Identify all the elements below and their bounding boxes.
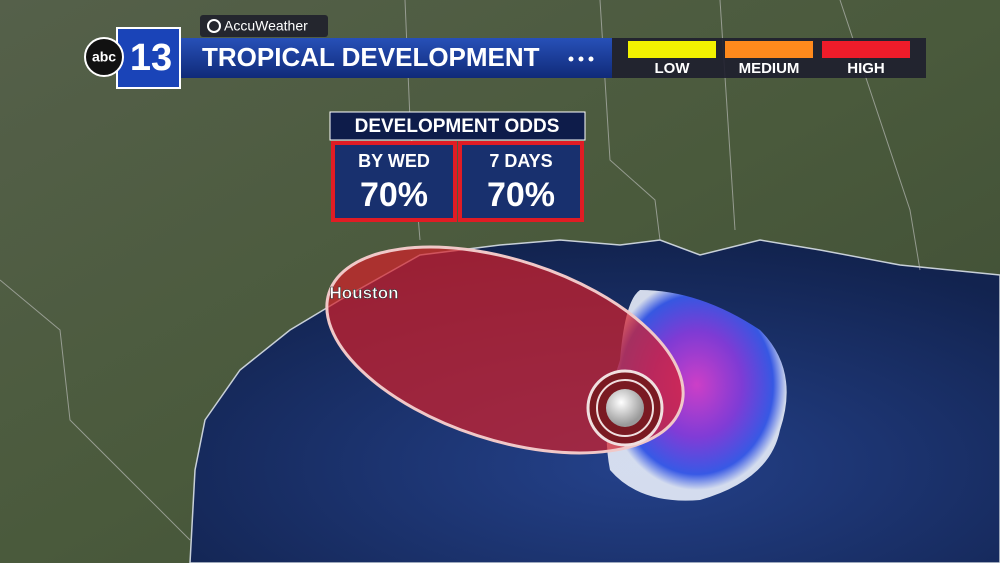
odds-title: DEVELOPMENT ODDS xyxy=(355,116,560,137)
odds-label: BY WED xyxy=(358,151,430,171)
station-logo xyxy=(116,27,181,89)
title-bar xyxy=(180,38,612,78)
odds-header xyxy=(329,111,586,141)
odds-value: 70% xyxy=(360,176,428,214)
legend: LOW MEDIUM HIGH xyxy=(628,41,910,77)
brand-icon xyxy=(207,19,221,33)
odds-box xyxy=(331,141,457,222)
legend-label: MEDIUM xyxy=(739,60,800,77)
network: abc xyxy=(92,49,116,65)
storm-center xyxy=(606,389,644,427)
legend-label: HIGH xyxy=(847,60,885,77)
legend-swatch xyxy=(725,41,813,58)
brand-tag xyxy=(200,15,328,37)
odds-label: 7 DAYS xyxy=(489,151,552,171)
station-number: 13 xyxy=(130,37,172,79)
legend-swatch xyxy=(822,41,910,58)
odds: BY WED 70% 7 DAYS 70% xyxy=(331,141,584,222)
city-label: Houston xyxy=(330,283,399,302)
title: TROPICAL DEVELOPMENT xyxy=(202,42,540,72)
odds-value: 70% xyxy=(487,176,555,214)
title-dots xyxy=(568,56,594,62)
odds-box xyxy=(458,141,584,222)
brand: AccuWeather xyxy=(224,18,308,34)
legend-label: LOW xyxy=(655,60,691,77)
storm-ring-inner xyxy=(596,379,654,437)
network-logo xyxy=(84,37,124,77)
legend-swatch xyxy=(628,41,716,58)
